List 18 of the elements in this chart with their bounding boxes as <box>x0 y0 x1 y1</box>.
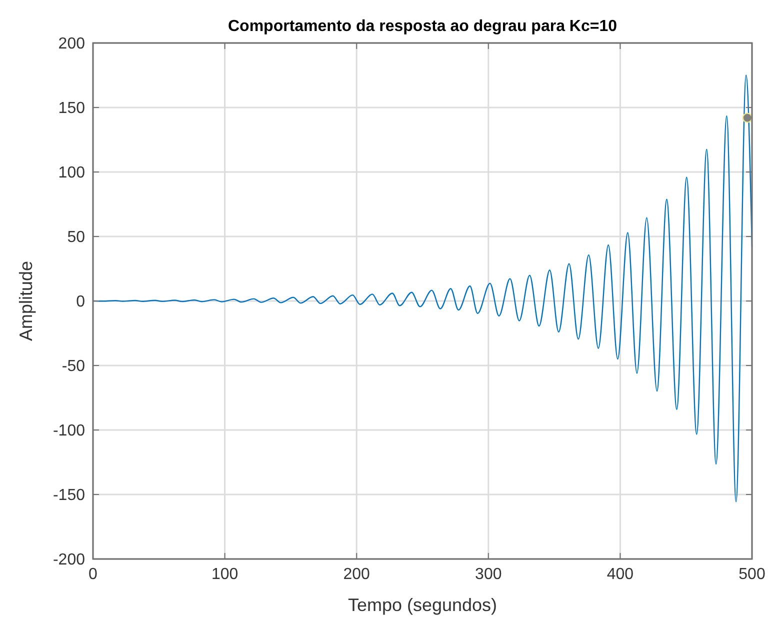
y-tick-label: 0 <box>76 294 86 311</box>
y-tick-label: 50 <box>67 229 86 246</box>
x-tick-label: 100 <box>211 566 238 583</box>
y-tick-label: -100 <box>52 422 86 440</box>
x-tick-label: 400 <box>606 566 634 583</box>
y-axis-title: Amplitude <box>16 260 36 342</box>
x-axis-title: Tempo (segundos) <box>348 595 498 615</box>
x-tick-label: 200 <box>343 566 370 583</box>
y-tick-label: 100 <box>58 164 86 182</box>
y-tick-label: -50 <box>62 358 86 376</box>
x-tick-label: 0 <box>88 566 98 583</box>
y-tick-label: -150 <box>52 487 86 504</box>
x-tick-label: 300 <box>475 566 502 583</box>
x-tick-label: 500 <box>738 566 766 583</box>
y-tick-label: 200 <box>58 36 86 53</box>
y-tick-label: 150 <box>58 100 86 118</box>
y-tick-label: -200 <box>52 552 86 569</box>
chart-title: Comportamento da resposta ao degrau para Kc=10 <box>228 18 618 35</box>
